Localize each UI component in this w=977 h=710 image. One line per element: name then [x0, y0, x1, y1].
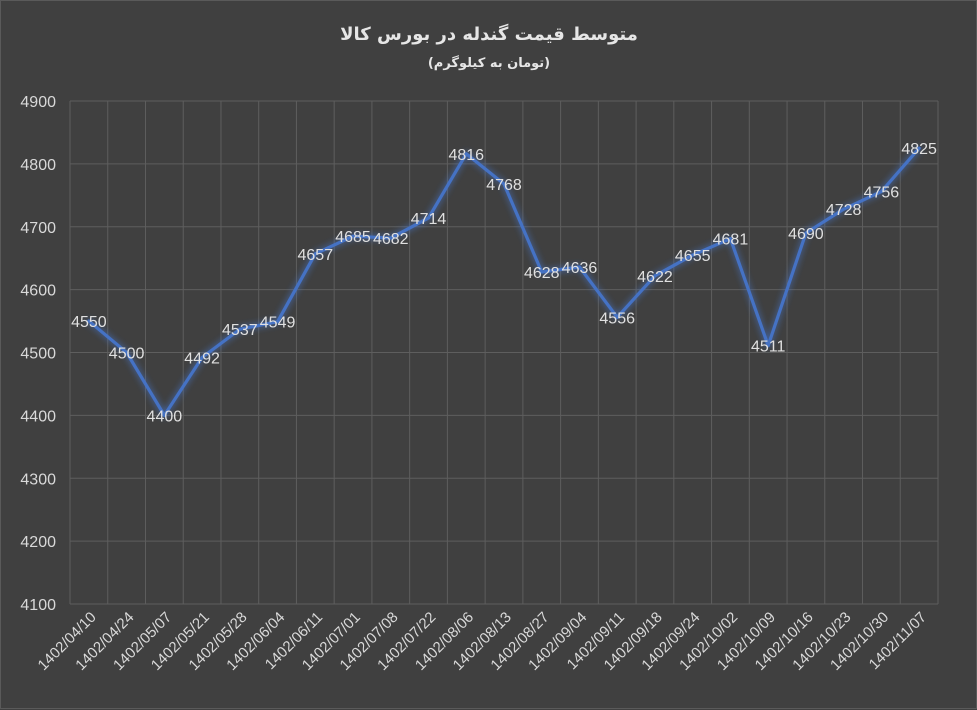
data-label: 4500 — [109, 346, 145, 363]
data-point — [842, 207, 846, 211]
data-point — [162, 413, 166, 417]
data-point — [879, 190, 883, 194]
data-label: 4636 — [562, 260, 598, 277]
data-point — [276, 320, 280, 324]
data-label: 4537 — [222, 322, 258, 339]
chart-title: متوسط قیمت گندله در بورس کالا — [340, 23, 638, 45]
series-line — [87, 146, 921, 417]
data-label: 4400 — [147, 408, 183, 425]
y-tick-label: 4300 — [20, 471, 56, 488]
y-tick-label: 4600 — [20, 283, 56, 300]
data-label: 4816 — [448, 147, 484, 164]
data-point — [87, 319, 91, 323]
data-point — [804, 231, 808, 235]
data-label: 4682 — [373, 231, 409, 248]
data-label: 4492 — [184, 351, 220, 368]
chart-subtitle: (تومان به کیلوگرم) — [428, 55, 550, 71]
data-label: 4690 — [788, 226, 824, 243]
y-tick-label: 4400 — [20, 408, 56, 425]
data-label: 4714 — [411, 211, 447, 228]
data-point — [577, 265, 581, 269]
data-point — [917, 146, 921, 150]
data-point — [313, 252, 317, 256]
data-label: 4556 — [599, 310, 635, 327]
data-label: 4681 — [713, 232, 749, 249]
data-label: 4685 — [335, 229, 371, 246]
data-label: 4756 — [864, 185, 900, 202]
data-point — [728, 237, 732, 241]
data-point — [238, 327, 242, 331]
data-point — [427, 216, 431, 220]
y-tick-label: 4700 — [20, 220, 56, 237]
data-point — [615, 315, 619, 319]
data-label: 4825 — [901, 141, 937, 158]
data-point — [502, 182, 506, 186]
data-point — [766, 344, 770, 348]
data-point — [691, 253, 695, 257]
data-label: 4655 — [675, 248, 711, 265]
data-point — [200, 356, 204, 360]
y-tick-label: 4800 — [20, 157, 56, 174]
data-label: 4511 — [751, 339, 786, 356]
data-point — [351, 234, 355, 238]
data-label: 4549 — [260, 315, 296, 332]
data-point — [653, 274, 657, 278]
data-label: 4628 — [524, 265, 560, 282]
x-axis: 1402/04/101402/04/241402/05/071402/05/21… — [35, 609, 930, 674]
data-label: 4550 — [71, 314, 107, 331]
y-tick-label: 4900 — [20, 94, 56, 111]
data-label: 4768 — [486, 177, 522, 194]
y-tick-label: 4500 — [20, 346, 56, 363]
data-point — [125, 351, 129, 354]
data-label: 4622 — [637, 269, 673, 286]
gridlines — [69, 100, 939, 605]
data-point — [464, 152, 468, 156]
data-point — [540, 270, 544, 274]
data-point — [389, 236, 393, 240]
y-axis: 4100 4200 4300 4400 4500 4600 4700 4800 4900 — [20, 94, 56, 614]
data-label: 4657 — [298, 247, 334, 264]
data-label: 4728 — [826, 202, 862, 219]
y-tick-label: 4100 — [20, 597, 56, 614]
y-tick-label: 4200 — [20, 534, 56, 551]
